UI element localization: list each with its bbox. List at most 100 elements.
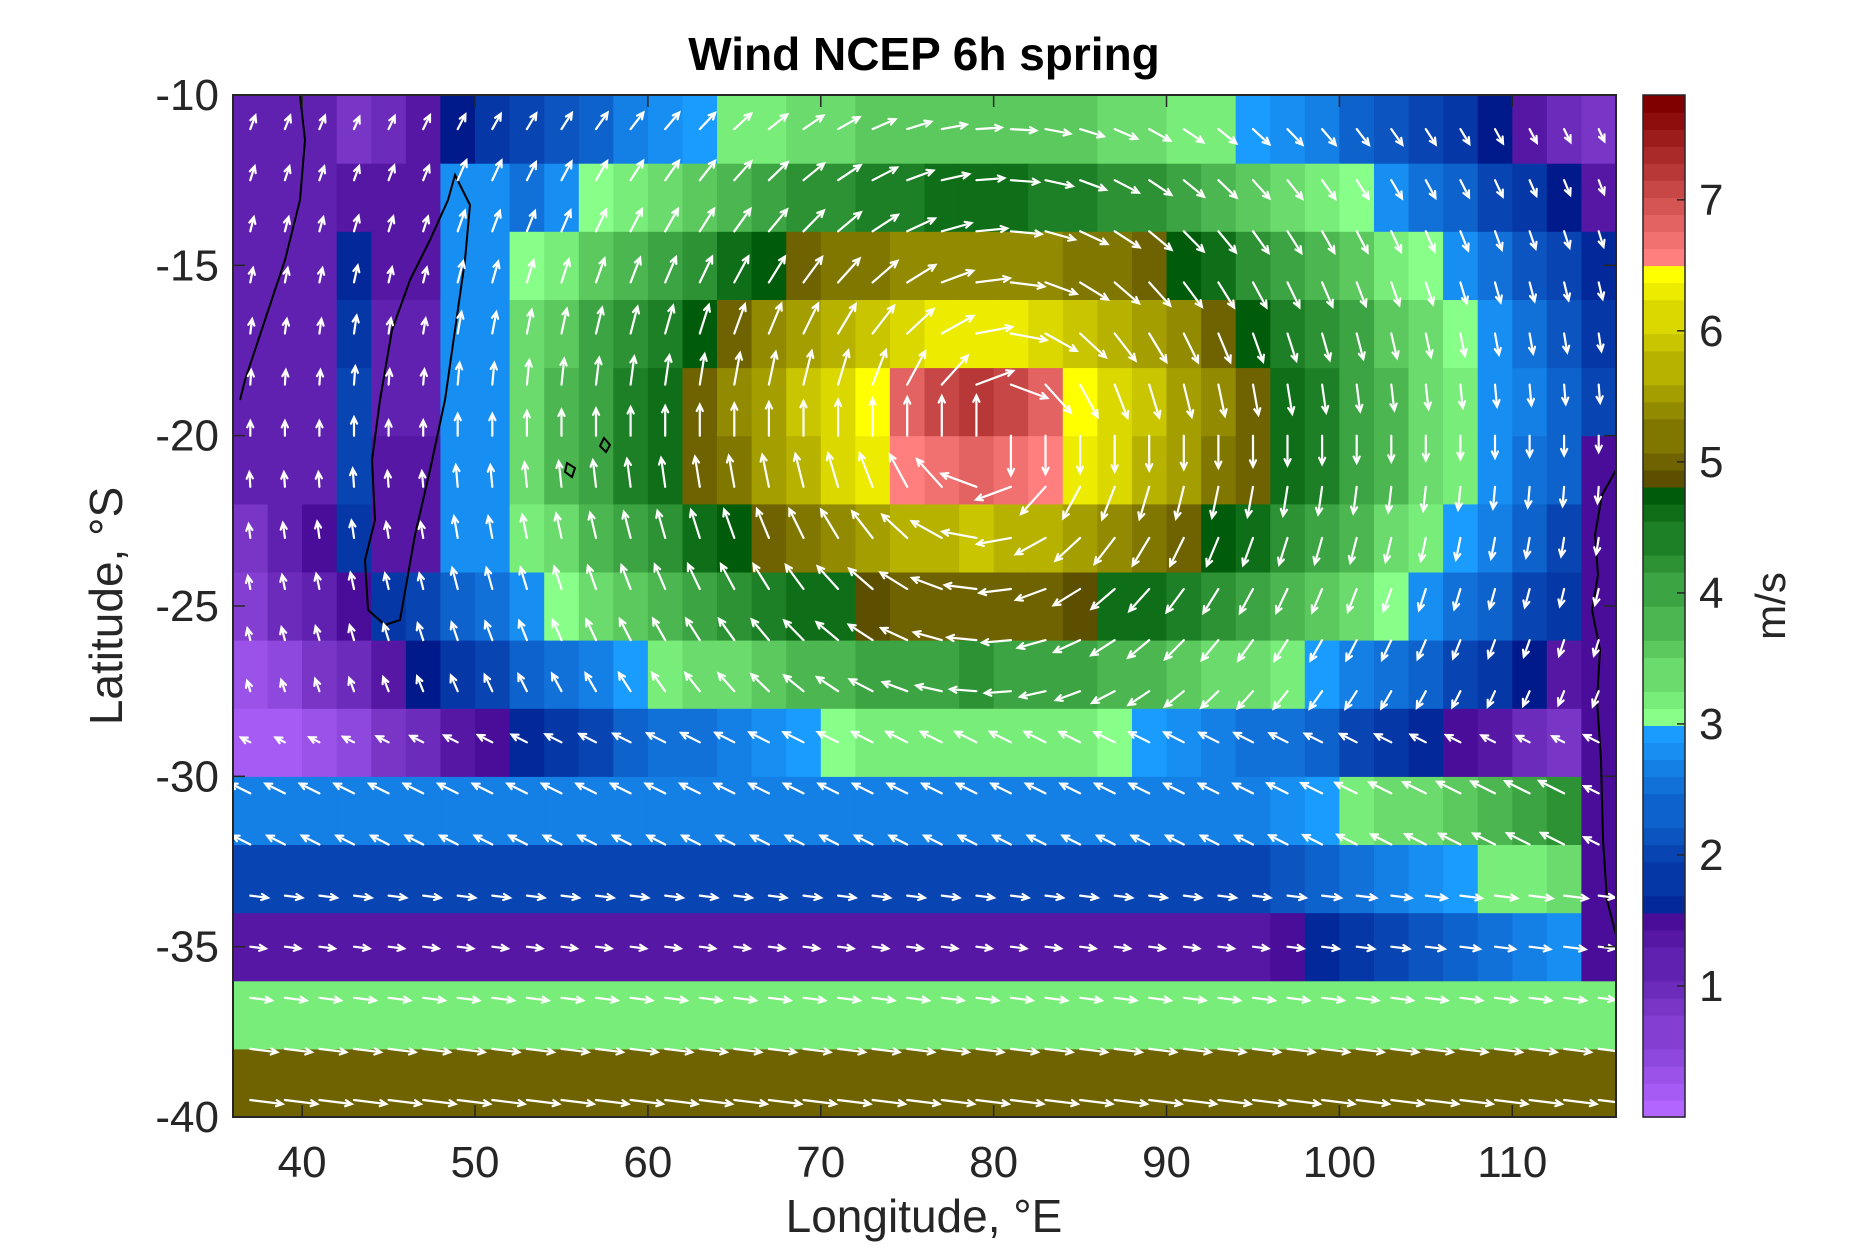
wind-vector bbox=[1384, 485, 1394, 515]
wind-vector bbox=[784, 562, 805, 591]
wind-vector bbox=[1355, 179, 1370, 201]
wind-vector bbox=[1113, 281, 1141, 306]
speed-cell bbox=[751, 571, 787, 641]
wind-vector bbox=[557, 407, 566, 437]
wind-vector bbox=[1148, 332, 1168, 365]
wind-vector bbox=[1251, 892, 1274, 902]
wind-vector bbox=[802, 348, 815, 386]
wind-vector bbox=[1202, 587, 1220, 616]
wind-vector bbox=[1527, 332, 1537, 357]
wind-vector bbox=[1493, 332, 1502, 358]
speed-cell bbox=[1512, 844, 1548, 914]
wind-vector bbox=[1182, 128, 1206, 144]
wind-vector bbox=[1390, 1098, 1427, 1108]
speed-cell bbox=[302, 231, 338, 300]
wind-vector bbox=[880, 680, 909, 693]
wind-vector bbox=[1563, 1098, 1600, 1108]
wind-vector bbox=[1492, 383, 1501, 410]
wind-vector bbox=[767, 301, 783, 335]
wind-vector bbox=[1581, 733, 1600, 744]
speed-cell bbox=[682, 571, 718, 641]
colorbar-step bbox=[1643, 861, 1685, 880]
wind-vector bbox=[1416, 587, 1427, 613]
speed-cell bbox=[647, 231, 684, 300]
speed-cell bbox=[682, 1048, 718, 1117]
wind-vector bbox=[878, 571, 909, 591]
wind-vector bbox=[1093, 536, 1116, 566]
wind-vector bbox=[975, 995, 1001, 1004]
wind-vector bbox=[688, 507, 701, 539]
speed-cell bbox=[820, 435, 856, 505]
wind-vector bbox=[1318, 434, 1327, 467]
wind-vector bbox=[1459, 128, 1471, 147]
speed-cell bbox=[1132, 640, 1168, 709]
wind-vector bbox=[781, 782, 805, 795]
wind-vector bbox=[1486, 639, 1497, 660]
wind-vector bbox=[1009, 943, 1029, 952]
wind-vector bbox=[733, 1098, 770, 1108]
speed-cell bbox=[1270, 231, 1306, 300]
wind-vector bbox=[1131, 536, 1151, 568]
wind-vector bbox=[550, 671, 563, 693]
speed-cell bbox=[1374, 980, 1410, 1050]
speed-cell bbox=[1132, 980, 1168, 1050]
wind-vector bbox=[519, 512, 528, 539]
wind-vector bbox=[906, 307, 936, 335]
wind-vector bbox=[940, 314, 976, 335]
colorbar-step bbox=[1643, 248, 1685, 267]
wind-vector bbox=[698, 892, 720, 902]
speed-cell bbox=[1408, 1048, 1444, 1117]
wind-vector bbox=[884, 730, 909, 744]
wind-vector bbox=[1560, 434, 1569, 458]
wind-vector bbox=[509, 733, 528, 744]
speed-cell bbox=[855, 980, 891, 1050]
wind-vector bbox=[655, 508, 667, 539]
speed-cell bbox=[1443, 844, 1479, 914]
wind-vector bbox=[1390, 944, 1412, 953]
speed-cell bbox=[786, 1048, 822, 1117]
wind-vector bbox=[767, 1098, 804, 1108]
wind-vector bbox=[1053, 536, 1082, 563]
wind-vector bbox=[664, 303, 676, 335]
wind-vector bbox=[347, 622, 356, 642]
wind-vector bbox=[422, 214, 430, 233]
wind-vector bbox=[644, 732, 667, 744]
wind-vector bbox=[1286, 179, 1304, 201]
wind-vector bbox=[584, 671, 598, 693]
wind-vector bbox=[264, 834, 286, 846]
wind-vector bbox=[1347, 536, 1358, 566]
speed-cell bbox=[682, 163, 718, 232]
wind-vector bbox=[1161, 782, 1185, 795]
speed-cell bbox=[751, 1048, 787, 1117]
colorbar bbox=[1643, 95, 1685, 1118]
wind-vector bbox=[475, 733, 494, 744]
wind-vector bbox=[837, 943, 857, 952]
wind-vector bbox=[349, 414, 359, 437]
wind-vector bbox=[1345, 639, 1358, 663]
wind-vector bbox=[1486, 690, 1497, 710]
wind-vector bbox=[871, 213, 901, 233]
wind-vector bbox=[576, 834, 598, 846]
wind-vector bbox=[1381, 587, 1393, 614]
wind-vector bbox=[247, 265, 256, 284]
wind-vector bbox=[1490, 434, 1500, 461]
speed-cell bbox=[959, 571, 995, 641]
wind-vector bbox=[484, 565, 494, 591]
wind-vector bbox=[733, 995, 759, 1004]
speed-cell bbox=[475, 231, 511, 300]
wind-vector bbox=[387, 1047, 419, 1056]
speed-cell bbox=[855, 435, 891, 505]
colorbar-step bbox=[1643, 452, 1685, 471]
wind-vector bbox=[1148, 995, 1174, 1004]
colorbar-step bbox=[1643, 95, 1685, 113]
wind-vector bbox=[849, 730, 874, 744]
wind-vector bbox=[1079, 1047, 1110, 1056]
wind-vector bbox=[937, 393, 946, 437]
colorbar-step bbox=[1643, 708, 1685, 726]
wind-vector bbox=[698, 110, 717, 131]
wind-vector bbox=[664, 254, 678, 284]
wind-vector bbox=[1321, 281, 1334, 310]
wind-vector bbox=[505, 782, 528, 795]
wind-vector bbox=[1217, 179, 1239, 200]
wind-vector bbox=[1041, 434, 1050, 477]
